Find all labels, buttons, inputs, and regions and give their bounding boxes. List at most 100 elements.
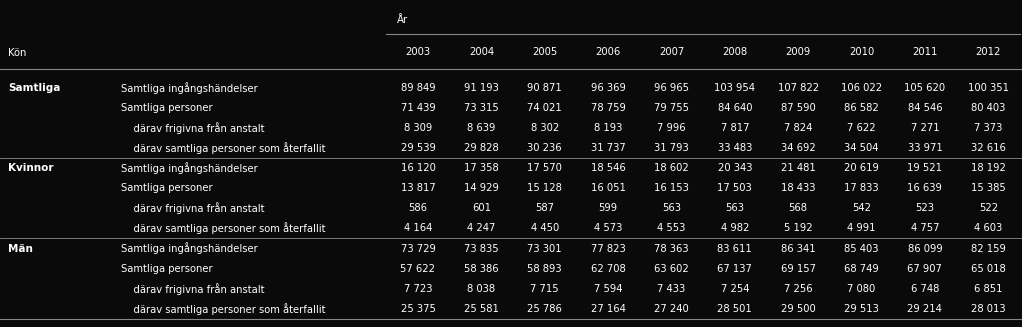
Text: 4 164: 4 164 bbox=[404, 223, 432, 233]
Text: 73 835: 73 835 bbox=[464, 244, 499, 253]
Text: 7 373: 7 373 bbox=[974, 123, 1003, 133]
Text: 73 729: 73 729 bbox=[401, 244, 435, 253]
Text: 2007: 2007 bbox=[659, 47, 684, 57]
Text: 7 622: 7 622 bbox=[847, 123, 876, 133]
Text: 21 481: 21 481 bbox=[781, 163, 816, 173]
Text: Kvinnor: Kvinnor bbox=[8, 163, 54, 173]
Text: 16 153: 16 153 bbox=[654, 183, 689, 193]
Text: 105 620: 105 620 bbox=[904, 83, 945, 93]
Text: 7 817: 7 817 bbox=[721, 123, 749, 133]
Text: 73 301: 73 301 bbox=[527, 244, 562, 253]
Text: Samtliga personer: Samtliga personer bbox=[121, 264, 213, 274]
Text: 65 018: 65 018 bbox=[971, 264, 1006, 274]
Text: 6 748: 6 748 bbox=[911, 284, 939, 294]
Text: 7 254: 7 254 bbox=[721, 284, 749, 294]
Text: 587: 587 bbox=[536, 203, 554, 213]
Text: 25 581: 25 581 bbox=[464, 304, 499, 314]
Text: 29 214: 29 214 bbox=[908, 304, 942, 314]
Text: 4 573: 4 573 bbox=[594, 223, 622, 233]
Text: 16 639: 16 639 bbox=[908, 183, 942, 193]
Text: 86 582: 86 582 bbox=[844, 103, 879, 113]
Text: 18 602: 18 602 bbox=[654, 163, 689, 173]
Text: därav samtliga personer som återfallit: därav samtliga personer som återfallit bbox=[121, 222, 325, 234]
Text: 58 893: 58 893 bbox=[527, 264, 562, 274]
Text: 7 433: 7 433 bbox=[657, 284, 686, 294]
Text: 100 351: 100 351 bbox=[968, 83, 1009, 93]
Text: 16 120: 16 120 bbox=[401, 163, 435, 173]
Text: 25 375: 25 375 bbox=[401, 304, 435, 314]
Text: 5 192: 5 192 bbox=[784, 223, 812, 233]
Text: 69 157: 69 157 bbox=[781, 264, 816, 274]
Text: 601: 601 bbox=[472, 203, 491, 213]
Text: Samtliga ingångshändelser: Samtliga ingångshändelser bbox=[121, 162, 258, 174]
Text: därav frigivna från anstalt: därav frigivna från anstalt bbox=[121, 202, 264, 214]
Text: därav samtliga personer som återfallit: därav samtliga personer som återfallit bbox=[121, 142, 325, 154]
Text: 87 590: 87 590 bbox=[781, 103, 816, 113]
Text: Samtliga personer: Samtliga personer bbox=[121, 183, 213, 193]
Text: 79 755: 79 755 bbox=[654, 103, 689, 113]
Text: 68 749: 68 749 bbox=[844, 264, 879, 274]
Text: 2009: 2009 bbox=[786, 47, 810, 57]
Text: 17 358: 17 358 bbox=[464, 163, 499, 173]
Text: 91 193: 91 193 bbox=[464, 83, 499, 93]
Text: 34 692: 34 692 bbox=[781, 143, 816, 153]
Text: 29 513: 29 513 bbox=[844, 304, 879, 314]
Text: 106 022: 106 022 bbox=[841, 83, 882, 93]
Text: 2010: 2010 bbox=[849, 47, 874, 57]
Text: 16 051: 16 051 bbox=[591, 183, 625, 193]
Text: 8 038: 8 038 bbox=[467, 284, 496, 294]
Text: 522: 522 bbox=[979, 203, 997, 213]
Text: 107 822: 107 822 bbox=[778, 83, 819, 93]
Text: 523: 523 bbox=[916, 203, 934, 213]
Text: Män: Män bbox=[8, 244, 33, 253]
Text: 20 619: 20 619 bbox=[844, 163, 879, 173]
Text: 74 021: 74 021 bbox=[527, 103, 562, 113]
Text: 4 553: 4 553 bbox=[657, 223, 686, 233]
Text: 2004: 2004 bbox=[469, 47, 494, 57]
Text: 2006: 2006 bbox=[596, 47, 620, 57]
Text: 7 080: 7 080 bbox=[847, 284, 876, 294]
Text: 8 193: 8 193 bbox=[594, 123, 622, 133]
Text: 57 622: 57 622 bbox=[401, 264, 435, 274]
Text: 62 708: 62 708 bbox=[591, 264, 625, 274]
Text: 33 971: 33 971 bbox=[908, 143, 942, 153]
Text: 17 570: 17 570 bbox=[527, 163, 562, 173]
Text: därav samtliga personer som återfallit: därav samtliga personer som återfallit bbox=[121, 303, 325, 315]
Text: 84 546: 84 546 bbox=[908, 103, 942, 113]
Text: 27 240: 27 240 bbox=[654, 304, 689, 314]
Text: 31 793: 31 793 bbox=[654, 143, 689, 153]
Text: 7 824: 7 824 bbox=[784, 123, 812, 133]
Text: 78 363: 78 363 bbox=[654, 244, 689, 253]
Text: 7 594: 7 594 bbox=[594, 284, 622, 294]
Text: 4 991: 4 991 bbox=[847, 223, 876, 233]
Text: Samtliga: Samtliga bbox=[8, 83, 60, 93]
Text: 2008: 2008 bbox=[723, 47, 747, 57]
Text: 586: 586 bbox=[409, 203, 427, 213]
Text: 27 164: 27 164 bbox=[591, 304, 625, 314]
Text: 28 013: 28 013 bbox=[971, 304, 1006, 314]
Text: 2003: 2003 bbox=[406, 47, 430, 57]
Text: 20 343: 20 343 bbox=[717, 163, 752, 173]
Text: 17 833: 17 833 bbox=[844, 183, 879, 193]
Text: 7 256: 7 256 bbox=[784, 284, 812, 294]
Text: 30 236: 30 236 bbox=[527, 143, 562, 153]
Text: 15 128: 15 128 bbox=[527, 183, 562, 193]
Text: 568: 568 bbox=[789, 203, 807, 213]
Text: 90 871: 90 871 bbox=[527, 83, 562, 93]
Text: 96 965: 96 965 bbox=[654, 83, 689, 93]
Text: 96 369: 96 369 bbox=[591, 83, 625, 93]
Text: 7 996: 7 996 bbox=[657, 123, 686, 133]
Text: 28 501: 28 501 bbox=[717, 304, 752, 314]
Text: 103 954: 103 954 bbox=[714, 83, 755, 93]
Text: 89 849: 89 849 bbox=[401, 83, 435, 93]
Text: 2005: 2005 bbox=[532, 47, 557, 57]
Text: därav frigivna från anstalt: därav frigivna från anstalt bbox=[121, 122, 264, 134]
Text: därav frigivna från anstalt: därav frigivna från anstalt bbox=[121, 283, 264, 295]
Text: 86 341: 86 341 bbox=[781, 244, 816, 253]
Text: 8 302: 8 302 bbox=[530, 123, 559, 133]
Text: 63 602: 63 602 bbox=[654, 264, 689, 274]
Text: Samtliga ingångshändelser: Samtliga ingångshändelser bbox=[121, 243, 258, 254]
Text: 7 723: 7 723 bbox=[404, 284, 432, 294]
Text: 563: 563 bbox=[726, 203, 744, 213]
Text: 8 309: 8 309 bbox=[404, 123, 432, 133]
